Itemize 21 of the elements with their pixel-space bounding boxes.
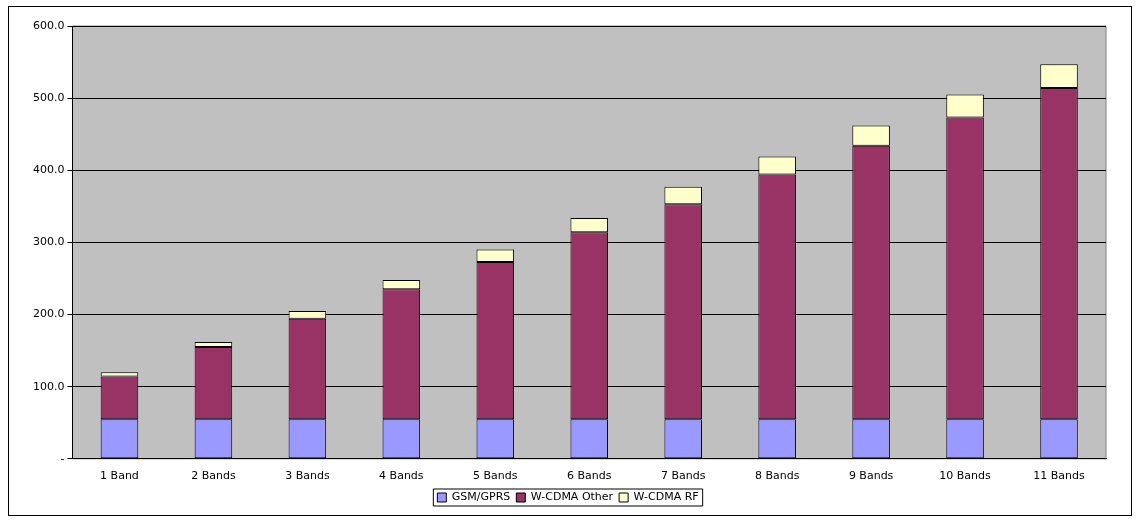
- x-tick-label: 5 Bands: [473, 469, 518, 483]
- y-tick-label: 500.0: [32, 90, 65, 104]
- y-tick-label: 200.0: [32, 307, 65, 321]
- x-tick-label: 11 Bands: [1033, 469, 1086, 483]
- y-tick-label: 100.0: [32, 379, 65, 393]
- legend-label: W-CDMA RF: [633, 490, 699, 504]
- y-tick-label: 400.0: [32, 163, 65, 177]
- y-tick-label: -: [60, 451, 65, 465]
- x-tick-label: 2 Bands: [191, 469, 236, 483]
- y-tick-label: 300.0: [32, 235, 65, 249]
- x-tick-label: 1 Band: [100, 469, 139, 483]
- x-tick-label: 10 Bands: [939, 469, 992, 483]
- x-tick-label: 8 Bands: [754, 469, 800, 483]
- legend-label: W-CDMA Other: [530, 490, 614, 504]
- legend-label: GSM/GPRS: [451, 490, 511, 504]
- x-tick-label: 7 Bands: [660, 469, 706, 483]
- y-tick-label: 600.0: [32, 18, 65, 32]
- x-tick-label: 3 Bands: [285, 469, 330, 483]
- x-tick-label: 9 Bands: [848, 469, 894, 483]
- x-tick-label: 6 Bands: [567, 469, 612, 483]
- x-tick-label: 4 Bands: [379, 469, 424, 483]
